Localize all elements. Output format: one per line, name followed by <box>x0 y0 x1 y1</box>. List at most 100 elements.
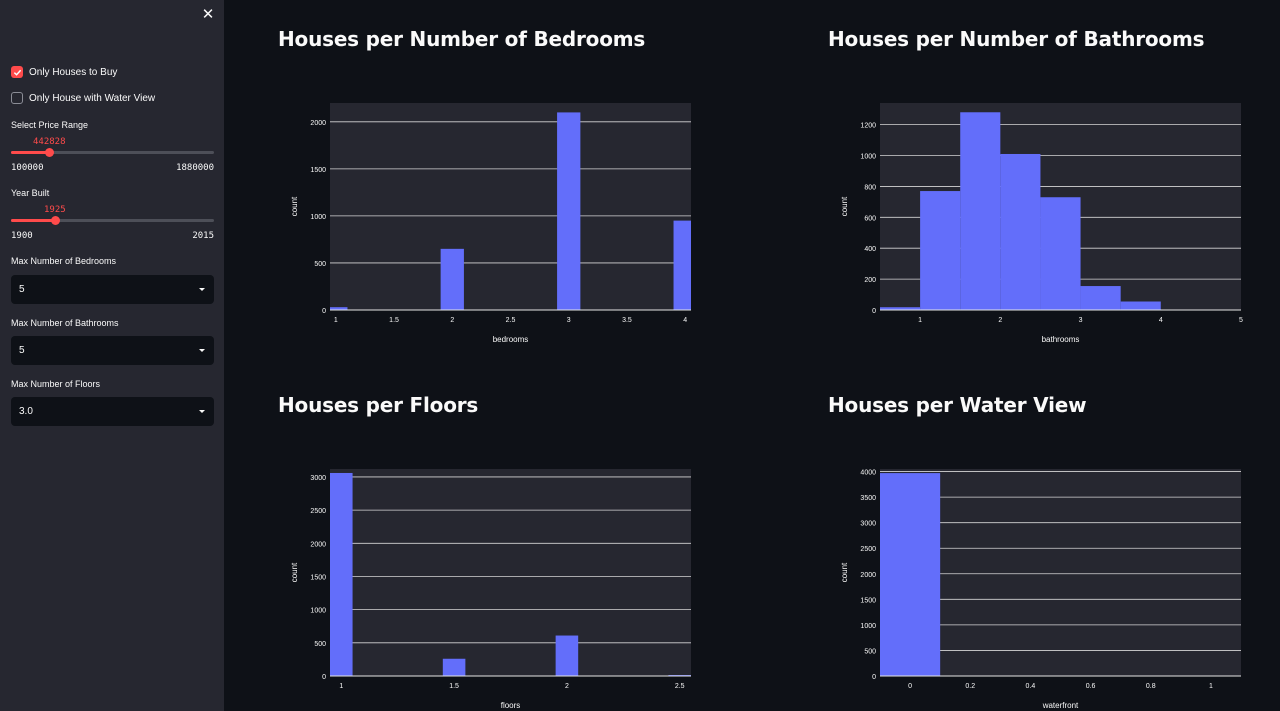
price-range-value: 442828 <box>33 137 66 147</box>
y-tick-label: 1200 <box>860 123 876 130</box>
max-floors-value: 3.0 <box>19 406 33 417</box>
y-tick-label: 2000 <box>310 120 326 127</box>
y-axis-label: count <box>840 562 849 582</box>
y-tick-label: 500 <box>864 648 876 655</box>
x-tick-label: 1 <box>1209 683 1213 690</box>
x-tick-label: 1.5 <box>389 317 399 324</box>
only-houses-to-buy-checkbox[interactable]: Only Houses to Buy <box>11 64 117 80</box>
y-tick-label: 2500 <box>310 508 326 515</box>
x-axis-label: waterfront <box>1042 701 1079 710</box>
price-range-min: 100000 <box>11 163 44 173</box>
y-tick-label: 500 <box>314 261 326 268</box>
bar <box>880 473 941 676</box>
max-bedrooms-label: Max Number of Bedrooms <box>11 256 117 266</box>
y-tick-label: 1000 <box>310 214 326 221</box>
bar <box>330 472 353 676</box>
bar <box>1040 197 1081 310</box>
x-tick-label: 1 <box>334 317 338 324</box>
max-floors-label: Max Number of Floors <box>11 379 101 389</box>
y-axis-label: count <box>290 562 299 582</box>
x-axis-label: bedrooms <box>493 335 529 344</box>
y-tick-label: 1500 <box>310 574 326 581</box>
y-axis-label: count <box>840 196 849 216</box>
chevron-down-icon <box>199 349 205 352</box>
y-tick-label: 0 <box>322 674 326 681</box>
x-tick-label: 1 <box>339 683 343 690</box>
y-tick-label: 0 <box>322 308 326 315</box>
x-axis-label: bathrooms <box>1042 335 1080 344</box>
max-bathrooms-select[interactable]: 5 <box>11 336 214 365</box>
slider-fill <box>11 151 49 154</box>
slider-fill <box>11 219 55 222</box>
x-tick-label: 1.5 <box>449 683 459 690</box>
x-tick-label: 4 <box>1159 317 1163 324</box>
y-tick-label: 1500 <box>310 167 326 174</box>
slider-track <box>11 151 214 154</box>
y-tick-label: 2500 <box>860 546 876 553</box>
x-tick-label: 2.5 <box>506 317 516 324</box>
price-range-slider[interactable]: 442828 100000 1880000 <box>11 137 214 177</box>
year-built-max: 2015 <box>192 231 214 241</box>
year-built-slider[interactable]: 1925 1900 2015 <box>11 205 214 245</box>
max-bathrooms-value: 5 <box>19 345 25 356</box>
y-tick-label: 400 <box>864 246 876 253</box>
x-tick-label: 0.6 <box>1086 683 1096 690</box>
water-histogram: 0 500 1000 1500 2000 2500 3000 3500 4000 0 0.2 0.4 0… <box>840 469 1241 710</box>
plot-area <box>880 469 1241 676</box>
bar <box>1120 301 1161 310</box>
year-built-value: 1925 <box>44 205 66 215</box>
x-axis-label: floors <box>501 701 521 710</box>
max-floors-select[interactable]: 3.0 <box>11 397 214 426</box>
floors-histogram: 0 500 1000 1500 2000 2500 3000 1 1.5 2 2.5 floors co… <box>290 469 691 710</box>
x-tick-label: 2 <box>998 317 1002 324</box>
y-tick-label: 1000 <box>860 154 876 161</box>
max-bedrooms-value: 5 <box>19 284 25 295</box>
slider-thumb[interactable] <box>51 216 60 225</box>
y-tick-label: 1000 <box>860 623 876 630</box>
only-water-view-label: Only House with Water View <box>29 92 156 104</box>
bar <box>555 635 579 676</box>
slider-track <box>11 219 214 222</box>
bathrooms-chart-title: Houses per Number of Bathrooms <box>828 27 1205 51</box>
bar <box>1000 153 1041 310</box>
bar <box>557 112 581 310</box>
y-tick-label: 1000 <box>310 608 326 615</box>
checkbox-unchecked-icon <box>11 92 23 104</box>
x-tick-label: 0.4 <box>1026 683 1036 690</box>
y-tick-label: 2000 <box>860 572 876 579</box>
only-houses-to-buy-label: Only Houses to Buy <box>29 66 118 78</box>
y-tick-label: 500 <box>314 641 326 648</box>
y-tick-label: 0 <box>872 308 876 315</box>
bar <box>440 248 464 310</box>
bar <box>442 658 466 676</box>
y-axis-label: count <box>290 196 299 216</box>
x-tick-label: 3 <box>1079 317 1083 324</box>
max-bathrooms-label: Max Number of Bathrooms <box>11 318 119 328</box>
y-tick-label: 3000 <box>310 475 326 482</box>
bedrooms-histogram: 0 500 1000 1500 2000 1 1.5 2 2.5 3 3.5 4 bedrooms cou… <box>290 103 691 344</box>
x-tick-label: 1 <box>918 317 922 324</box>
chevron-down-icon <box>199 410 205 413</box>
max-bedrooms-select[interactable]: 5 <box>11 275 214 304</box>
y-tick-label: 600 <box>864 215 876 222</box>
bar <box>920 191 961 310</box>
y-tick-label: 0 <box>872 674 876 681</box>
x-tick-label: 3.5 <box>622 317 632 324</box>
only-water-view-checkbox[interactable]: Only House with Water View <box>11 90 155 106</box>
y-tick-label: 800 <box>864 184 876 191</box>
price-range-max: 1880000 <box>176 163 214 173</box>
y-tick-label: 1500 <box>860 597 876 604</box>
bar <box>880 307 921 310</box>
y-tick-label: 3500 <box>860 495 876 502</box>
water-chart-title: Houses per Water View <box>828 393 1087 417</box>
close-sidebar-button[interactable]: ✕ <box>200 7 216 23</box>
slider-thumb[interactable] <box>45 148 54 157</box>
x-tick-label: 3 <box>567 317 571 324</box>
price-range-label: Select Price Range <box>11 120 89 130</box>
bar <box>1080 286 1121 310</box>
y-tick-label: 4000 <box>860 470 876 477</box>
floors-chart-title: Houses per Floors <box>278 393 479 417</box>
x-tick-label: 2 <box>450 317 454 324</box>
year-built-min: 1900 <box>11 231 33 241</box>
plot-area <box>330 469 691 676</box>
